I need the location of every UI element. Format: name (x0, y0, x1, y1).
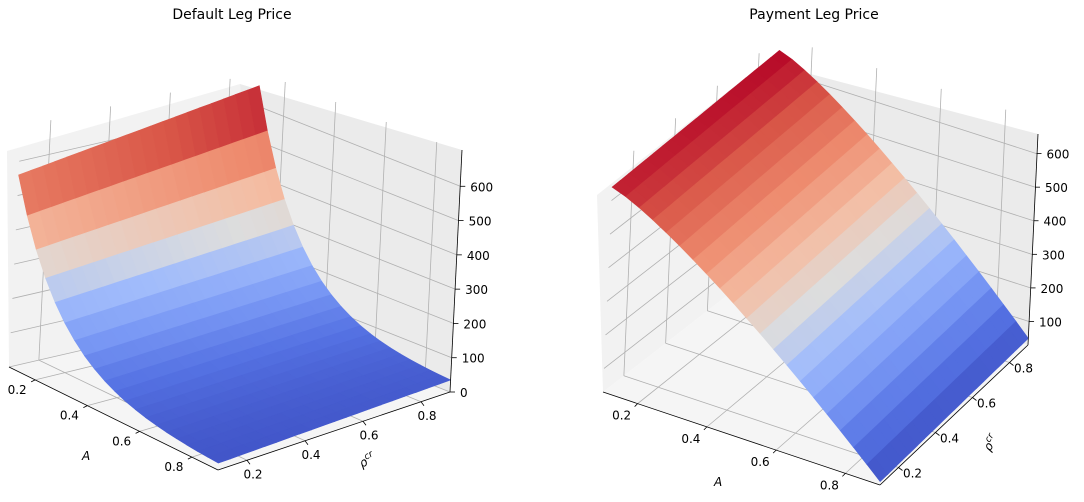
right-z-ticks: 100 200 300 400 500 600 (1029, 148, 1070, 329)
payment-leg-title: Payment Leg Price (749, 7, 878, 23)
gridline (424, 141, 438, 383)
y-tick-label: 0.6 (977, 397, 996, 411)
x-tick-label: 0.8 (820, 478, 839, 492)
right-x-ticks: 0.2 0.4 0.6 0.8 (612, 403, 846, 492)
default-leg-title: Default Leg Price (172, 7, 291, 23)
x-tick-label: 0.8 (164, 460, 183, 474)
x-tick-label: 0.6 (112, 434, 131, 448)
y-tick-mark (898, 467, 903, 471)
gridline (623, 375, 899, 468)
right-x-axis-label: A (713, 475, 722, 489)
y-tick-mark (362, 421, 367, 426)
left-z-axis-line (449, 149, 463, 393)
x-tick-mark (703, 426, 708, 431)
x-tick-mark (842, 473, 846, 477)
z-tick-label: 100 (462, 352, 485, 366)
y-tick-label: 0.8 (1014, 362, 1033, 376)
left-x-axis-line (8, 366, 219, 471)
right-z-axis-line (1027, 133, 1039, 346)
gridline (258, 105, 461, 187)
z-tick-label: 500 (469, 215, 492, 229)
x-tick-label: 0.4 (60, 409, 79, 423)
right-x-axis-line (602, 391, 881, 486)
x-tick-mark (634, 403, 638, 407)
right-y-axis-line (879, 344, 1029, 486)
y-tick-mark (420, 401, 425, 406)
gridline (373, 121, 387, 363)
x-tick-label: 0.2 (8, 383, 27, 397)
left-y-axis-label: ρcr (356, 449, 379, 471)
x-tick-label: 0.4 (681, 432, 700, 446)
right-y-ticks: 0.2 0.4 0.6 0.8 (898, 362, 1033, 481)
z-tick-label: 600 (1047, 148, 1070, 162)
z-tick-label: 400 (1044, 215, 1067, 229)
y-tick-mark (972, 397, 977, 401)
gridline (778, 70, 1037, 154)
default-leg-surface (18, 85, 452, 464)
z-tick-label: 100 (1039, 315, 1062, 329)
gridline (256, 140, 459, 221)
left-x-axis-label: A (81, 449, 90, 463)
z-tick-label: 500 (1045, 181, 1068, 195)
y-tick-mark (935, 432, 940, 436)
left-z-ticks: 0 100 200 300 400 500 600 (450, 180, 493, 400)
y-tick-label: 0.6 (359, 428, 378, 442)
z-tick-label: 400 (467, 249, 490, 263)
z-tick-label: 300 (465, 283, 488, 297)
right-y-axis-label: ρcr (980, 431, 1002, 454)
x-tick-mark (772, 449, 777, 454)
y-tick-label: 0.2 (243, 467, 262, 481)
x-tick-mark (30, 379, 36, 383)
x-tick-mark (187, 456, 193, 460)
payment-leg-plot: Payment Leg Price 0.2 0.4 0.6 0.8 0.2 0.4 0.6… (597, 7, 1069, 492)
y-tick-label: 0.2 (903, 467, 922, 481)
y-tick-label: 0.8 (417, 409, 436, 423)
gridline (254, 174, 458, 256)
surface-patch (207, 452, 231, 464)
z-tick-label: 600 (470, 180, 493, 194)
y-tick-label: 0.4 (940, 432, 959, 446)
surface-patch (866, 456, 889, 483)
y-tick-mark (1009, 362, 1014, 366)
default-leg-plot: Default Leg Price 0.2 0.4 0.6 0.8 0.2 0.4 0.6… (7, 7, 493, 481)
z-tick-label: 200 (1041, 282, 1064, 296)
y-tick-mark (304, 440, 309, 445)
left-y-axis-line (217, 391, 451, 471)
x-tick-mark (83, 405, 88, 408)
x-tick-mark (135, 431, 140, 434)
y-tick-mark (246, 460, 251, 465)
z-tick-label: 0 (460, 386, 468, 400)
x-tick-label: 0.2 (612, 409, 631, 423)
y-tick-label: 0.4 (301, 448, 320, 462)
z-tick-label: 300 (1042, 248, 1065, 262)
left-x-ticks: 0.2 0.4 0.6 0.8 (8, 379, 193, 474)
x-tick-label: 0.6 (751, 455, 770, 469)
z-tick-label: 200 (463, 317, 486, 331)
left-y-ticks: 0.2 0.4 0.6 0.8 (243, 401, 437, 481)
payment-leg-surface (611, 50, 1029, 483)
